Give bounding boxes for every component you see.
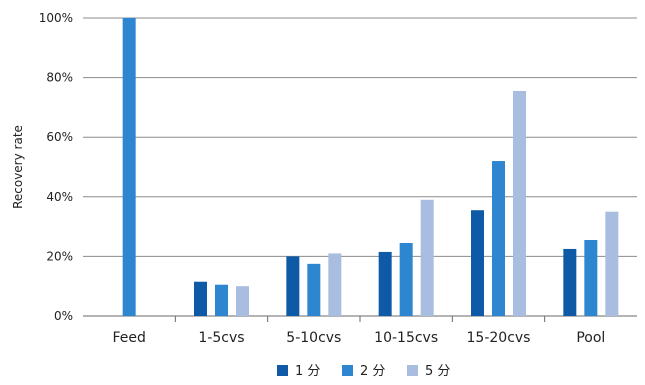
legend-label-2: 2 分 — [360, 364, 385, 379]
legend: 1 分 2 分 5 分 — [277, 364, 450, 379]
bar-2-5 — [584, 240, 598, 316]
bar-2-4 — [492, 161, 505, 316]
legend-swatch-3 — [407, 365, 418, 376]
bar-1-2 — [286, 256, 300, 316]
bar-1-5 — [563, 248, 577, 316]
y-axis-label: Recovery rate — [11, 125, 25, 209]
x-category-label: 5-10cvs — [286, 330, 341, 346]
bars — [122, 18, 619, 316]
bar-1-3 — [378, 251, 392, 316]
bar-3-3 — [420, 199, 434, 316]
x-category-label: Feed — [112, 330, 145, 346]
bar-2-3 — [399, 242, 413, 316]
x-category-label: 10-15cvs — [374, 330, 438, 346]
bar-2-1 — [215, 284, 228, 316]
y-tick-label: 0% — [54, 309, 73, 323]
bar-3-2 — [328, 253, 342, 316]
bar-3-1 — [236, 286, 249, 316]
x-category-labels: Feed 1-5cvs 5-10cvs 10-15cvs 15-20cvs Pool — [112, 330, 605, 346]
x-category-label: 1-5cvs — [198, 330, 244, 346]
y-tick-label: 80% — [46, 71, 73, 85]
legend-swatch-2 — [342, 365, 353, 376]
bar-2-2 — [307, 263, 321, 316]
y-tick-label: 100% — [39, 11, 73, 25]
legend-swatch-1 — [277, 365, 288, 376]
legend-label-3: 5 分 — [425, 364, 450, 379]
bar-3-4 — [513, 91, 526, 316]
x-category-label: 15-20cvs — [467, 330, 531, 346]
y-tick-label: 40% — [46, 190, 73, 204]
y-tick-label: 20% — [46, 249, 73, 263]
bar-1-4 — [471, 210, 484, 316]
bar-3-5 — [605, 211, 619, 316]
y-tick-labels: 0% 20% 40% 60% 80% 100% — [39, 11, 73, 323]
bar-1-1 — [194, 281, 207, 316]
bar-2-0 — [122, 18, 136, 316]
grid-lines — [83, 17, 637, 322]
x-category-label: Pool — [576, 330, 605, 346]
y-tick-label: 60% — [46, 130, 73, 144]
legend-label-1: 1 分 — [295, 364, 320, 379]
